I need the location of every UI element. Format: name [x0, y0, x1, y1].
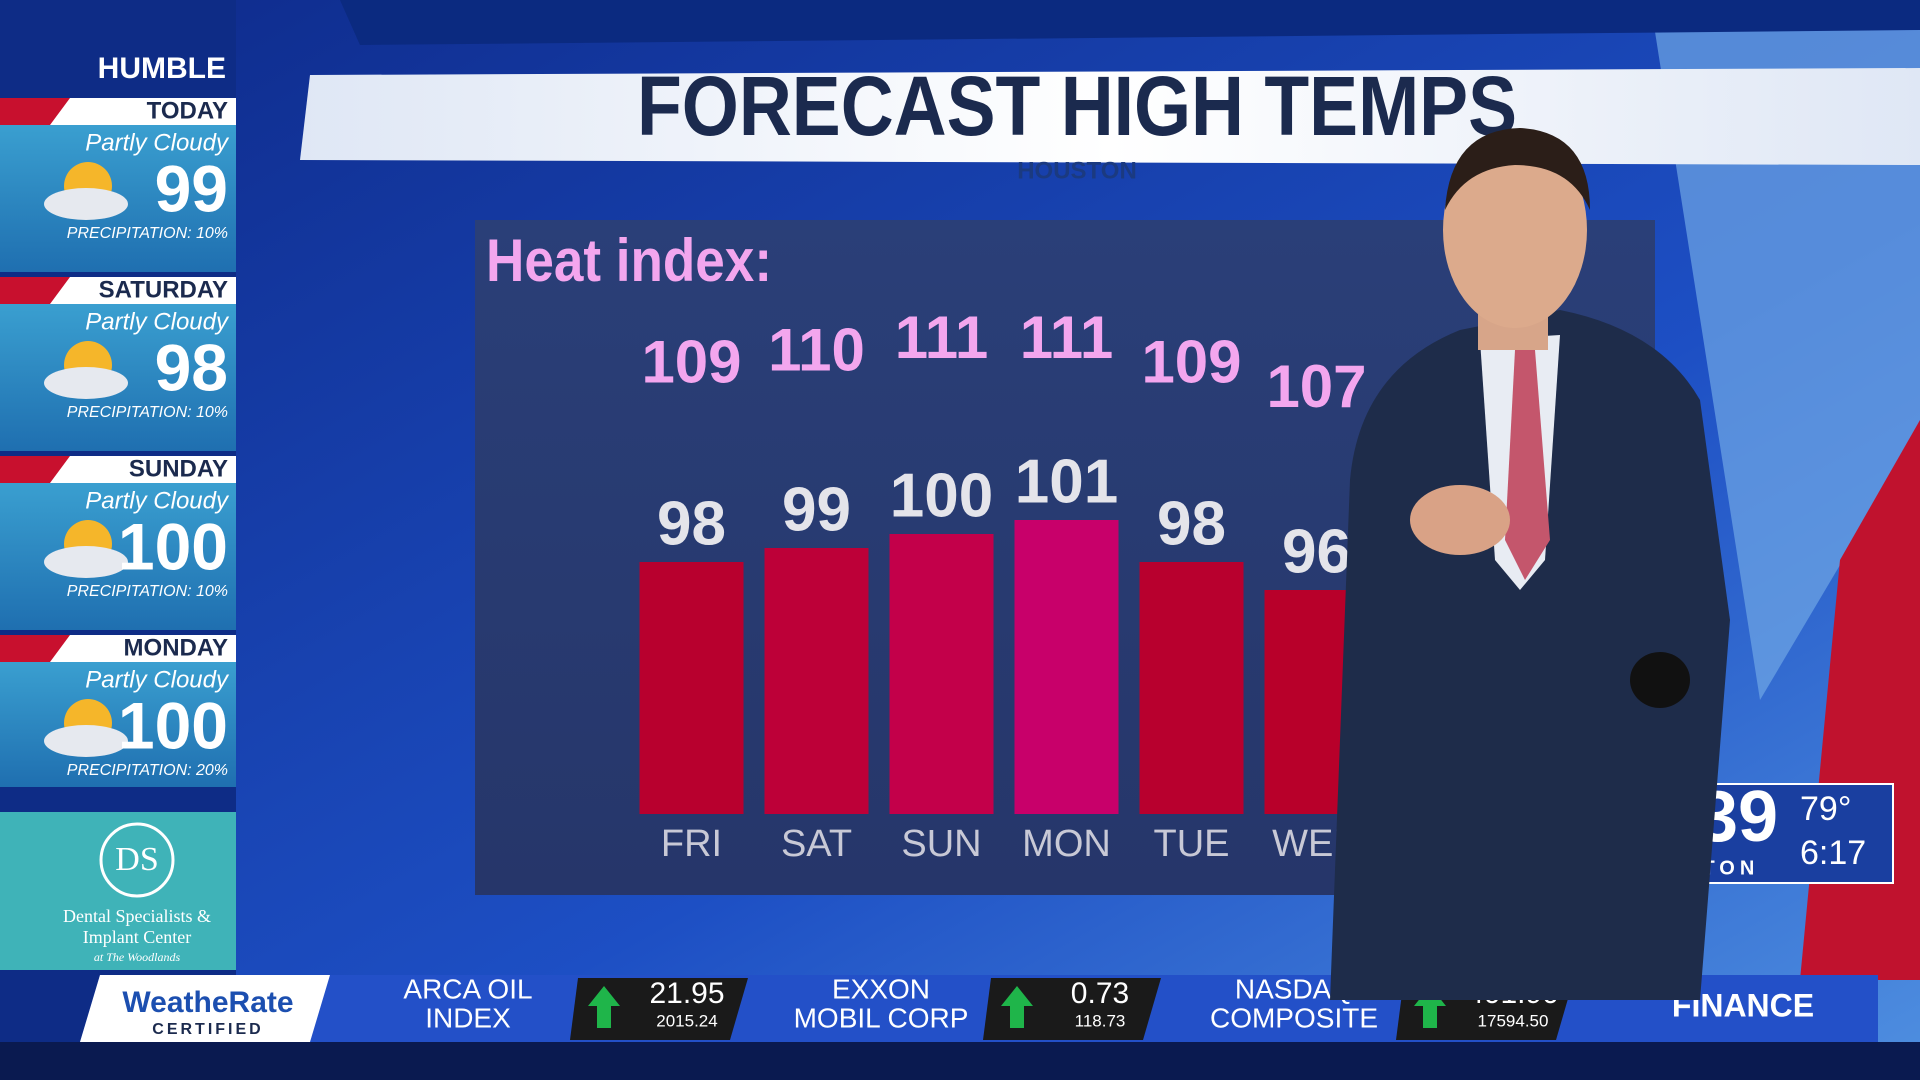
up-arrow	[588, 986, 620, 1028]
day-panel	[0, 662, 236, 787]
value-label: 99	[782, 475, 851, 544]
temperature: 79°	[1800, 790, 1851, 828]
head	[1443, 132, 1587, 328]
heat-index-label: 111	[895, 304, 989, 371]
bar	[639, 562, 744, 814]
ticker-name: MOBIL CORP	[794, 1002, 969, 1033]
day-name: MONDAY	[124, 634, 228, 661]
sponsor-logo: DS	[115, 841, 158, 878]
bar	[764, 548, 869, 814]
ticker-price: 118.73	[1075, 1011, 1126, 1030]
brand-box	[80, 975, 330, 1042]
value-label: 98	[657, 489, 726, 558]
cloud-icon	[44, 725, 128, 757]
tie	[1505, 350, 1550, 580]
heat-index-label: 109	[641, 329, 741, 396]
ticker-price: 17594.50	[1478, 1011, 1549, 1030]
precipitation: PRECIPITATION: 20%	[67, 762, 228, 779]
ticker: WeatheRate CERTIFIED FINANCE ARCA OILIND…	[0, 973, 1920, 1080]
heat-index-label: 110	[768, 316, 865, 383]
brand-badge: CERTIFIED	[152, 1021, 263, 1038]
sidebar: HUMBLE DS Dental Specialists & Implant C…	[0, 0, 236, 1080]
ticker-price: 2015.24	[656, 1011, 717, 1030]
ticker-change: 0.73	[1071, 977, 1129, 1010]
day-name: SATURDAY	[99, 276, 228, 303]
clicker	[1630, 652, 1690, 708]
time: 6:17	[1800, 834, 1866, 872]
value-label: 98	[1157, 489, 1226, 558]
presenter	[1330, 128, 1730, 1000]
chart-title: FORECAST HIGH TEMPS	[637, 59, 1517, 153]
temperature: 98	[155, 330, 228, 404]
sky-panel	[1650, 0, 1920, 700]
cloud-icon	[44, 546, 128, 578]
day-header-accent	[0, 98, 70, 125]
bar	[1014, 520, 1119, 814]
hand	[1410, 485, 1510, 555]
precipitation: PRECIPITATION: 10%	[67, 404, 228, 421]
x-tick-label: TUE	[1154, 823, 1230, 865]
day-name: SUNDAY	[129, 455, 228, 482]
series-label: Heat index:	[486, 227, 772, 294]
quote-box	[983, 978, 1161, 1040]
cloud-icon	[44, 188, 128, 220]
suit	[1330, 310, 1730, 1000]
location: HUMBLE	[98, 52, 226, 85]
cloud-icon	[44, 367, 128, 399]
value-label: 101	[1015, 447, 1118, 516]
heat-index-label: 109	[1141, 329, 1241, 396]
heat-index-label: 111	[1020, 304, 1114, 371]
precipitation: PRECIPITATION: 10%	[67, 225, 228, 242]
day-header-accent	[0, 277, 70, 304]
condition: Partly Cloudy	[85, 308, 230, 335]
ticker-name: INDEX	[425, 1002, 511, 1033]
x-tick-label: SAT	[781, 823, 852, 865]
temperature: 99	[155, 151, 228, 225]
temperature: 100	[118, 688, 228, 762]
ticker-change: 21.95	[649, 977, 724, 1010]
bar	[1139, 562, 1244, 814]
top-stripe	[340, 0, 1920, 45]
heat-index-label: 107	[1266, 353, 1366, 420]
sponsor-logo-ring	[99, 822, 175, 898]
precipitation: PRECIPITATION: 10%	[67, 583, 228, 600]
day-name: TODAY	[147, 97, 228, 124]
condition: Partly Cloudy	[85, 129, 230, 156]
bar	[889, 534, 994, 814]
sponsor-name: Implant Center	[83, 927, 191, 947]
value-label: 100	[890, 461, 993, 530]
ticker-base	[0, 1042, 1920, 1080]
sponsor-place: at The Woodlands	[94, 950, 181, 964]
up-arrow	[1001, 986, 1033, 1028]
ticker-name: ARCA OIL	[403, 973, 532, 1004]
temperature: 100	[118, 509, 228, 583]
day-header-accent	[0, 635, 70, 662]
sponsor-name: Dental Specialists &	[63, 906, 211, 926]
brand: WeatheRate	[122, 986, 293, 1019]
x-tick-label: SUN	[901, 823, 981, 865]
condition: Partly Cloudy	[85, 487, 230, 514]
condition: Partly Cloudy	[85, 666, 230, 693]
chart-subtitle: HOUSTON	[1017, 157, 1137, 184]
ticker-name: COMPOSITE	[1210, 1002, 1378, 1033]
quote-box	[570, 978, 748, 1040]
x-tick-label: MON	[1022, 823, 1111, 865]
x-tick-label: FRI	[661, 823, 722, 865]
ticker-name: EXXON	[832, 973, 930, 1004]
hair	[1445, 128, 1590, 210]
value-label: 96	[1282, 517, 1351, 586]
day-header-accent	[0, 456, 70, 483]
